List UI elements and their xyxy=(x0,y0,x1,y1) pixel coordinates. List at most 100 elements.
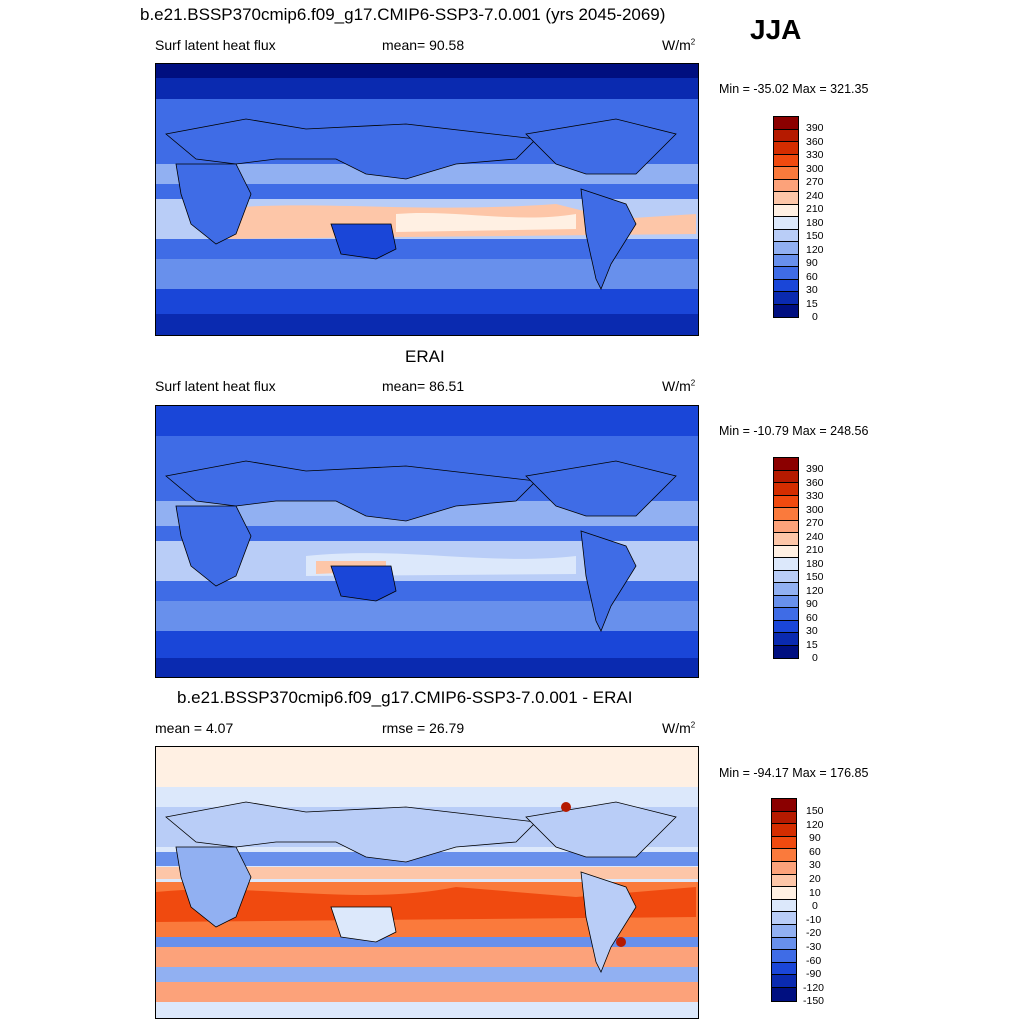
colorbar-tick: 120 xyxy=(806,584,824,597)
colorbar-tick: -20 xyxy=(806,927,822,940)
colorbar-tick: 270 xyxy=(806,176,824,188)
colorbar-tick: 150 xyxy=(806,571,824,583)
colorbar-tick: 60 xyxy=(806,270,818,283)
panel3-rmse-label: rmse = 26.79 xyxy=(382,720,465,736)
colorbar-swatch xyxy=(774,304,798,317)
panel3-minmax: Min = -94.17 Max = 176.85 xyxy=(719,766,869,780)
panel2-title: ERAI xyxy=(405,347,445,366)
colorbar-swatch xyxy=(774,279,798,292)
colorbar-swatch xyxy=(774,458,798,471)
colorbar-tick: 90 xyxy=(806,257,818,269)
panel1-units: W/m2 xyxy=(662,37,696,53)
colorbar-swatch xyxy=(774,154,798,167)
colorbar-tick: 15 xyxy=(806,638,818,651)
panel3-map xyxy=(155,746,699,1019)
colorbar-swatch xyxy=(774,508,798,521)
colorbar-swatch xyxy=(772,887,796,900)
colorbar-tick: 0 xyxy=(812,652,818,664)
colorbar-tick: 150 xyxy=(806,805,824,817)
colorbar-swatch xyxy=(774,495,798,508)
colorbar-swatch xyxy=(772,924,796,938)
colorbar-swatch xyxy=(774,620,798,633)
colorbar-swatch xyxy=(774,117,798,130)
colorbar-tick: 270 xyxy=(806,517,824,529)
colorbar-tick: 120 xyxy=(806,818,824,831)
colorbar-tick: 330 xyxy=(806,490,824,502)
colorbar-swatch xyxy=(774,179,798,192)
panel2-map xyxy=(155,405,699,678)
colorbar-swatch xyxy=(774,570,798,583)
colorbar-tick: 210 xyxy=(806,544,824,556)
panel2-variable-label: Surf latent heat flux xyxy=(155,378,276,394)
colorbar-swatch xyxy=(774,254,798,267)
colorbar-swatch xyxy=(774,192,798,205)
colorbar-tick: 150 xyxy=(806,230,824,242)
colorbar-swatch xyxy=(772,962,796,976)
colorbar-tick: 30 xyxy=(806,625,818,637)
panel3-colorbar xyxy=(771,798,797,1002)
colorbar-swatch xyxy=(774,595,798,608)
colorbar-swatch xyxy=(774,167,798,180)
colorbar-tick: 120 xyxy=(806,243,824,256)
colorbar-tick: 360 xyxy=(806,135,824,148)
colorbar-tick: 240 xyxy=(806,530,824,543)
colorbar-swatch xyxy=(774,204,798,217)
colorbar-swatch xyxy=(774,129,798,142)
colorbar-swatch xyxy=(774,470,798,483)
colorbar-swatch xyxy=(772,874,796,888)
colorbar-tick: 300 xyxy=(806,503,824,516)
colorbar-swatch xyxy=(774,633,798,646)
colorbar-tick: 390 xyxy=(806,122,824,134)
panel1-minmax: Min = -35.02 Max = 321.35 xyxy=(719,82,869,96)
colorbar-swatch xyxy=(774,217,798,230)
colorbar-swatch xyxy=(774,142,798,155)
colorbar-tick: 180 xyxy=(806,216,824,229)
colorbar-swatch xyxy=(774,583,798,596)
colorbar-tick: 360 xyxy=(806,476,824,489)
panel1-mean-label: mean= 90.58 xyxy=(382,37,465,53)
colorbar-swatch xyxy=(772,975,796,988)
colorbar-swatch xyxy=(774,608,798,621)
colorbar-tick: 390 xyxy=(806,463,824,475)
colorbar-swatch xyxy=(772,861,796,875)
colorbar-swatch xyxy=(772,836,796,850)
colorbar-tick: -60 xyxy=(806,954,822,967)
colorbar-tick: 30 xyxy=(806,284,818,296)
colorbar-swatch xyxy=(772,824,796,837)
colorbar-swatch xyxy=(774,292,798,305)
colorbar-swatch xyxy=(774,645,798,658)
panel1-colorbar xyxy=(773,116,799,318)
panel1-variable-label: Surf latent heat flux xyxy=(155,37,276,53)
colorbar-swatch xyxy=(774,558,798,571)
panel2-minmax: Min = -10.79 Max = 248.56 xyxy=(719,424,869,438)
colorbar-tick: 0 xyxy=(812,311,818,323)
colorbar-swatch xyxy=(772,987,796,1001)
colorbar-swatch xyxy=(772,950,796,963)
colorbar-tick: 20 xyxy=(809,873,821,885)
colorbar-swatch xyxy=(772,811,796,825)
colorbar-tick: 300 xyxy=(806,162,824,175)
colorbar-tick: 15 xyxy=(806,297,818,310)
panel2-colorbar xyxy=(773,457,799,659)
colorbar-tick: -90 xyxy=(806,968,822,981)
colorbar-swatch xyxy=(774,483,798,496)
colorbar-tick: 330 xyxy=(806,149,824,161)
colorbar-tick: -10 xyxy=(806,913,822,926)
colorbar-tick: -120 xyxy=(803,981,825,994)
colorbar-swatch xyxy=(774,242,798,255)
season-label: JJA xyxy=(750,14,802,45)
colorbar-tick: 60 xyxy=(806,611,818,624)
colorbar-tick: -150 xyxy=(803,995,825,1008)
panel3-title: b.e21.BSSP370cmip6.f09_g17.CMIP6-SSP3-7.… xyxy=(177,688,633,707)
colorbar-swatch xyxy=(772,799,796,812)
panel1-map xyxy=(155,63,699,336)
colorbar-swatch xyxy=(772,937,796,951)
colorbar-tick: 210 xyxy=(806,203,824,215)
colorbar-tick: 240 xyxy=(806,189,824,202)
panel2-units: W/m2 xyxy=(662,378,696,394)
panel3-units: W/m2 xyxy=(662,720,696,736)
panel2-mean-label: mean= 86.51 xyxy=(382,378,465,394)
colorbar-swatch xyxy=(772,912,796,925)
colorbar-swatch xyxy=(774,533,798,546)
panel1-title: b.e21.BSSP370cmip6.f09_g17.CMIP6-SSP3-7.… xyxy=(140,5,666,24)
